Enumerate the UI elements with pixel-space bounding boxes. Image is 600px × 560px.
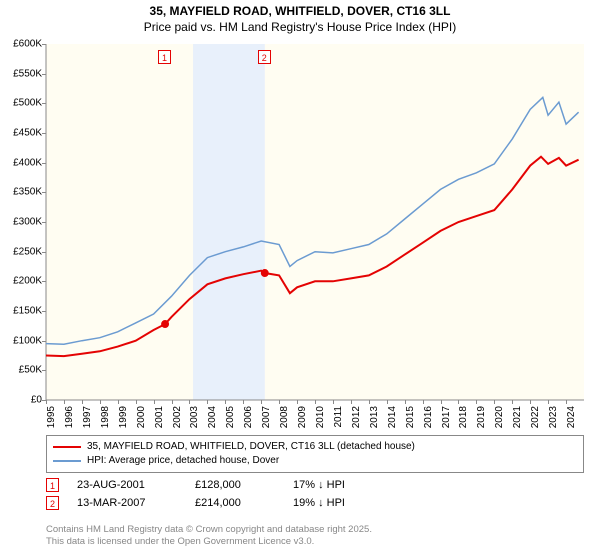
legend-label: HPI: Average price, detached house, Dove… bbox=[87, 454, 279, 468]
chart-area bbox=[46, 44, 584, 400]
sale-marker-box: 2 bbox=[258, 50, 271, 64]
transaction-date: 13-MAR-2007 bbox=[77, 497, 177, 509]
legend-swatch bbox=[53, 460, 81, 462]
y-tick-label: £400K bbox=[0, 157, 42, 168]
chart-svg bbox=[46, 44, 584, 400]
footer-line-2: This data is licensed under the Open Gov… bbox=[46, 536, 584, 548]
y-tick-label: £450K bbox=[0, 128, 42, 139]
transaction-price: £214,000 bbox=[195, 497, 275, 509]
y-tick-label: £0 bbox=[0, 395, 42, 406]
transaction-diff: 19% ↓ HPI bbox=[293, 497, 373, 509]
transaction-marker: 2 bbox=[46, 496, 59, 510]
y-tick-label: £100K bbox=[0, 335, 42, 346]
transaction-row: 1 23-AUG-2001 £128,000 17% ↓ HPI bbox=[46, 478, 584, 492]
y-tick-label: £300K bbox=[0, 217, 42, 228]
y-tick-label: £550K bbox=[0, 68, 42, 79]
legend-box: 35, MAYFIELD ROAD, WHITFIELD, DOVER, CT1… bbox=[46, 435, 584, 473]
transaction-row: 2 13-MAR-2007 £214,000 19% ↓ HPI bbox=[46, 496, 584, 510]
legend-item: 35, MAYFIELD ROAD, WHITFIELD, DOVER, CT1… bbox=[53, 440, 577, 454]
transactions-table: 1 23-AUG-2001 £128,000 17% ↓ HPI 2 13-MAR-200… bbox=[46, 478, 584, 514]
y-tick-label: £200K bbox=[0, 276, 42, 287]
y-tick-label: £350K bbox=[0, 187, 42, 198]
page-title: 35, MAYFIELD ROAD, WHITFIELD, DOVER, CT1… bbox=[0, 0, 600, 20]
legend-item: HPI: Average price, detached house, Dove… bbox=[53, 454, 577, 468]
y-tick-label: £500K bbox=[0, 98, 42, 109]
sale-marker-dot bbox=[261, 269, 269, 277]
y-tick-label: £250K bbox=[0, 246, 42, 257]
x-tick-label: 2024 bbox=[566, 406, 600, 428]
y-tick-label: £150K bbox=[0, 306, 42, 317]
transaction-price: £128,000 bbox=[195, 479, 275, 491]
transaction-date: 23-AUG-2001 bbox=[77, 479, 177, 491]
sale-marker-box: 1 bbox=[158, 50, 171, 64]
price-paid-line bbox=[46, 157, 579, 356]
y-tick-label: £50K bbox=[0, 365, 42, 376]
hpi-line bbox=[46, 97, 579, 344]
legend-swatch bbox=[53, 446, 81, 448]
y-tick-label: £600K bbox=[0, 39, 42, 50]
footer-attribution: Contains HM Land Registry data © Crown c… bbox=[46, 524, 584, 549]
legend-label: 35, MAYFIELD ROAD, WHITFIELD, DOVER, CT1… bbox=[87, 440, 415, 454]
transaction-marker: 1 bbox=[46, 478, 59, 492]
footer-line-1: Contains HM Land Registry data © Crown c… bbox=[46, 524, 584, 536]
transaction-diff: 17% ↓ HPI bbox=[293, 479, 373, 491]
page-subtitle: Price paid vs. HM Land Registry's House … bbox=[0, 20, 600, 38]
sale-marker-dot bbox=[161, 320, 169, 328]
